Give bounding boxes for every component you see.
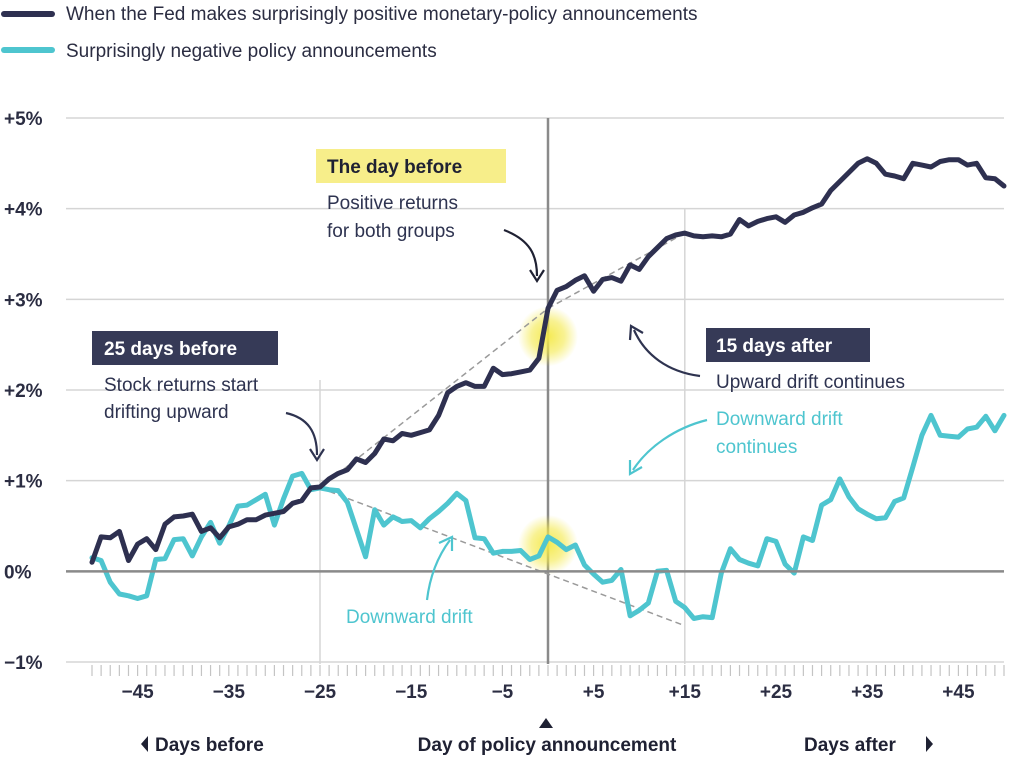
downward-continues-arrow: [632, 418, 708, 471]
left-triangle-icon: [141, 736, 148, 752]
x-tick-label: −15: [395, 682, 428, 703]
x-tick-label: +35: [851, 682, 884, 703]
x-tick-label: −25: [304, 682, 337, 703]
15-days-after-title: 15 days after: [716, 336, 833, 357]
x-tick-label: −5: [492, 682, 514, 703]
day-of-announcement-label: Day of policy announcement: [418, 735, 677, 756]
legend-negative-label: Surprisingly negative policy announcemen…: [66, 41, 437, 62]
x-tick-label: +15: [669, 682, 702, 703]
downward-continues-line2: continues: [716, 437, 797, 458]
day-before-badge: [316, 149, 506, 183]
axes: −1% 0% +1% +2% +3% +4% +5% −45 −35 −25 −15 −5 +5 +15 +…: [4, 109, 1005, 703]
days-before-label: Days before: [155, 735, 264, 756]
downward-continues-line1: Downward drift: [716, 409, 843, 430]
downward-drift-arrow: [425, 539, 451, 601]
footer: Days before Day of policy announcement D…: [141, 718, 933, 756]
y-tick-label: 0%: [4, 562, 32, 583]
trendline: [319, 487, 686, 627]
annotation-day-before: The day before Positive returns for both…: [316, 149, 545, 284]
y-tick-label: +5%: [4, 109, 43, 130]
x-tick-label: −35: [213, 682, 246, 703]
annotation-25-days-before: 25 days before Stock returns start drift…: [92, 331, 325, 463]
trendline: [547, 232, 686, 310]
annotation-downward-drift-continues: Downward drift continues: [628, 409, 843, 476]
25-days-before-arrowhead: [309, 448, 325, 463]
series-lines: [89, 156, 1007, 621]
25-days-before-title: 25 days before: [104, 339, 237, 360]
x-tick-label: +5: [583, 682, 605, 703]
up-triangle-icon: [539, 718, 553, 728]
15-days-after-arrowhead: [628, 324, 644, 341]
downward-drift-arrowhead: [438, 535, 454, 551]
25-days-before-line2: drifting upward: [104, 402, 229, 423]
15-days-after-line1: Upward drift continues: [716, 372, 905, 393]
25-days-before-badge: [92, 331, 278, 365]
day-before-arrowhead: [529, 269, 545, 284]
legend: When the Fed makes surprisingly positive…: [1, 4, 698, 62]
downward-drift-label: Downward drift: [346, 607, 473, 628]
y-tick-label: +4%: [4, 200, 43, 221]
annotation-downward-drift: Downward drift: [346, 535, 473, 628]
day-before-line1: Positive returns: [327, 193, 458, 214]
right-triangle-icon: [926, 736, 933, 752]
25-days-before-arrow: [285, 411, 319, 456]
positive-announcements-line: [89, 156, 1007, 565]
y-tick-label: +1%: [4, 472, 43, 493]
negative-announcements-line: [89, 412, 1007, 621]
day-before-arrow: [503, 228, 539, 277]
x-tick-label: +25: [760, 682, 793, 703]
downward-continues-arrowhead: [628, 460, 643, 476]
days-after-label: Days after: [804, 735, 896, 756]
trendlines: [319, 232, 686, 627]
y-tick-label: +3%: [4, 290, 43, 311]
day-before-title: The day before: [327, 157, 462, 178]
trendline: [319, 307, 549, 489]
x-tick-label: +45: [942, 682, 975, 703]
y-tick-label: −1%: [4, 653, 43, 674]
y-tick-label: +2%: [4, 381, 43, 402]
annotation-15-days-after: 15 days after Upward drift continues: [628, 324, 905, 393]
15-days-after-badge: [706, 328, 870, 362]
25-days-before-line1: Stock returns start: [104, 375, 259, 396]
15-days-after-arrow: [632, 329, 701, 378]
legend-positive-label: When the Fed makes surprisingly positive…: [66, 4, 698, 25]
x-tick-label: −45: [121, 682, 154, 703]
positive-day0-glow: [518, 306, 578, 367]
day-before-line2: for both groups: [327, 221, 455, 242]
